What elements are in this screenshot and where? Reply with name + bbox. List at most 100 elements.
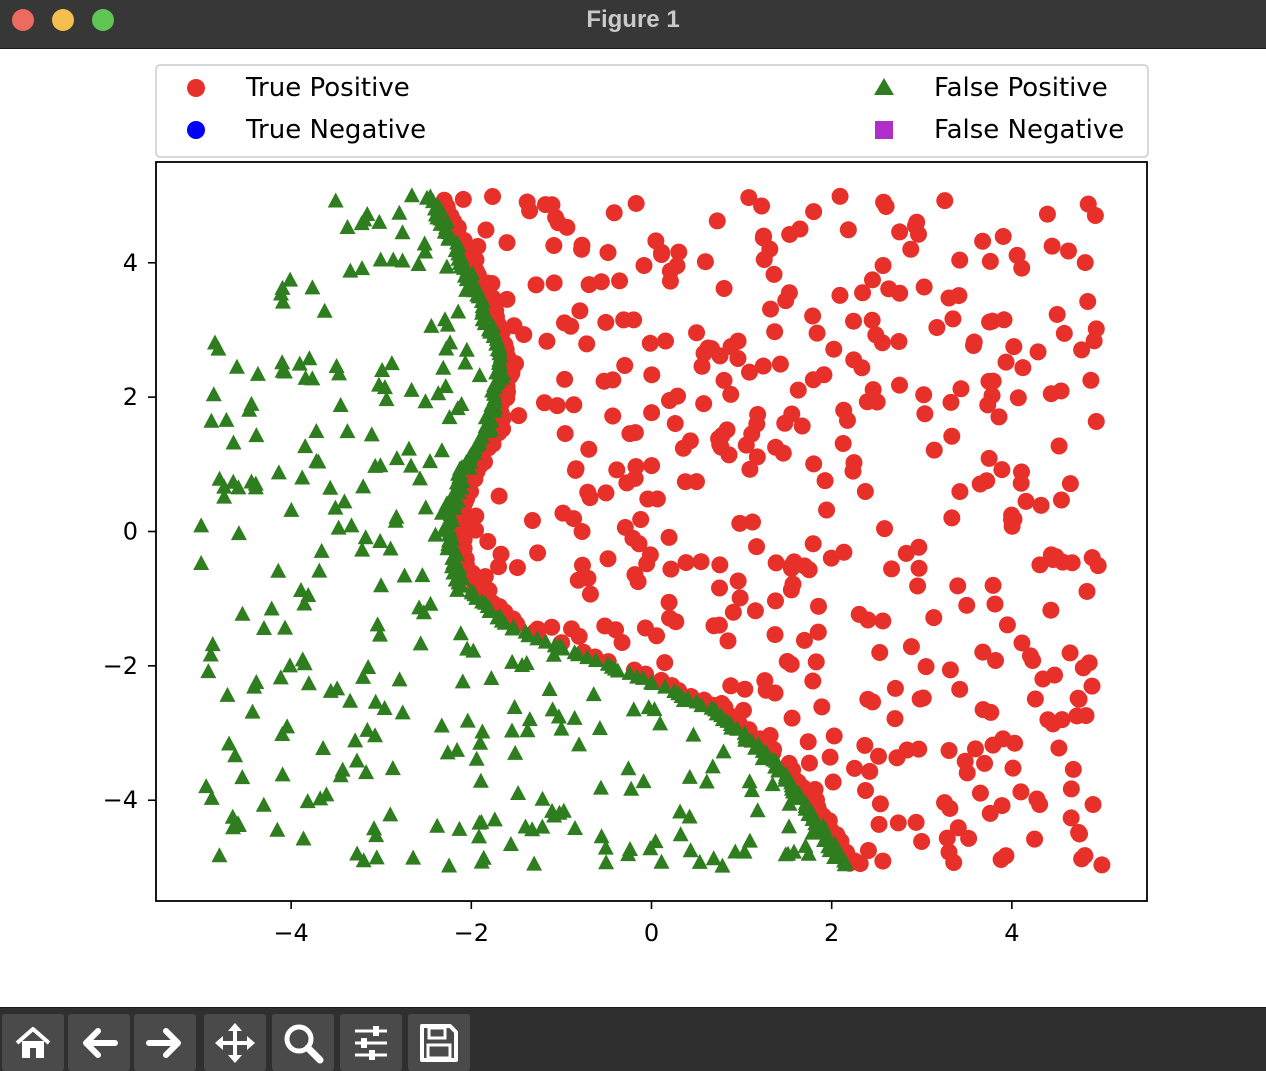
false-positive-point [372,457,389,473]
true-positive-point [1031,796,1049,814]
true-positive-point [1038,205,1056,223]
false-positive-point [269,821,286,837]
maximize-window-button[interactable] [92,9,114,31]
false-positive-point [764,776,781,792]
true-positive-point [741,363,759,381]
false-positive-point [272,669,289,685]
false-positive-point [367,727,384,743]
true-positive-point [859,690,877,708]
true-positive-point [545,237,563,255]
true-positive-point [543,618,561,636]
legend-label-false-positive: False Positive [934,73,1108,103]
true-positive-point [1061,475,1079,493]
false-positive-point [433,442,450,458]
false-positive-point [657,678,674,694]
true-positive-point [809,623,827,641]
true-positive-point [755,251,773,269]
false-positive-point [534,818,551,834]
false-positive-point [518,655,535,671]
home-button[interactable] [2,1014,64,1071]
false-positive-point [394,224,411,240]
false-positive-point [585,686,602,702]
true-positive-point [1050,437,1068,455]
false-positive-point [297,438,314,454]
true-positive-point [974,232,992,250]
true-positive-point [778,652,796,670]
false-positive-point [403,187,420,203]
zoom-button[interactable] [272,1014,334,1071]
true-positive-point [951,680,969,698]
true-positive-point [580,440,598,458]
false-positive-point [521,711,538,727]
false-positive-point [541,681,558,697]
true-positive-point [845,351,863,369]
window-title: Figure 1 [586,6,680,33]
true-positive-point [715,371,733,389]
false-positive-point [441,857,458,873]
true-positive-point [949,819,967,837]
true-positive-point [825,340,843,358]
true-positive-point [791,220,809,238]
false-positive-point [705,850,722,866]
true-positive-point [1059,242,1077,260]
true-positive-point [987,652,1005,670]
true-positive-point [762,300,780,318]
false-positive-point [449,234,466,250]
false-positive-point [394,252,411,268]
true-positive-point [565,396,583,414]
true-positive-point [653,243,671,261]
configure-subplots-button[interactable] [340,1014,402,1071]
true-positive-point [846,759,864,777]
true-positive-point [573,236,591,254]
false-positive-point [472,772,489,788]
false-positive-point [435,359,452,375]
true-positive-point [1004,759,1022,777]
false-positive-point [334,761,351,777]
close-window-button[interactable] [12,9,34,31]
false-positive-point [248,427,265,443]
back-button[interactable] [68,1014,130,1071]
true-positive-point [711,579,729,597]
false-positive-point [372,532,389,548]
true-positive-point [986,595,1004,613]
true-positive-point [729,572,747,590]
true-positive-point [740,189,758,207]
false-positive-point [304,370,321,386]
save-button[interactable] [408,1014,470,1071]
true-positive-point [626,424,644,442]
true-positive-point [1017,492,1035,510]
minimize-window-button[interactable] [52,9,74,31]
true-positive-point [777,292,795,310]
false-positive-point [383,355,400,371]
legend-box [155,64,1149,158]
true-positive-point [805,203,823,221]
true-positive-point [558,218,576,236]
false-positive-point [483,670,500,686]
false-positive-point [471,828,488,844]
false-positive-point [400,440,417,456]
false-positive-point [384,760,401,776]
true-positive-point [630,535,648,553]
false-positive-point [368,849,385,865]
true-positive-point [861,762,879,780]
true-positive-point [571,302,589,320]
false-positive-point [599,655,616,671]
forward-button[interactable] [134,1014,196,1071]
true-positive-point [783,709,801,727]
false-positive-point [629,668,646,684]
false-positive-point [355,668,372,684]
true-positive-point [984,372,1002,390]
true-positive-point [891,223,909,241]
true-positive-point [831,187,849,205]
true-positive-point [804,307,822,325]
false-positive-point [304,279,321,295]
false-positive-point [301,350,318,366]
false-positive-point [342,262,359,278]
true-positive-point [731,589,749,607]
true-positive-point [731,514,749,532]
true-positive-point [741,460,759,478]
pan-button[interactable] [204,1014,266,1071]
true-positive-point [1003,506,1021,524]
true-positive-point [508,559,526,577]
true-positive-point [578,335,596,353]
